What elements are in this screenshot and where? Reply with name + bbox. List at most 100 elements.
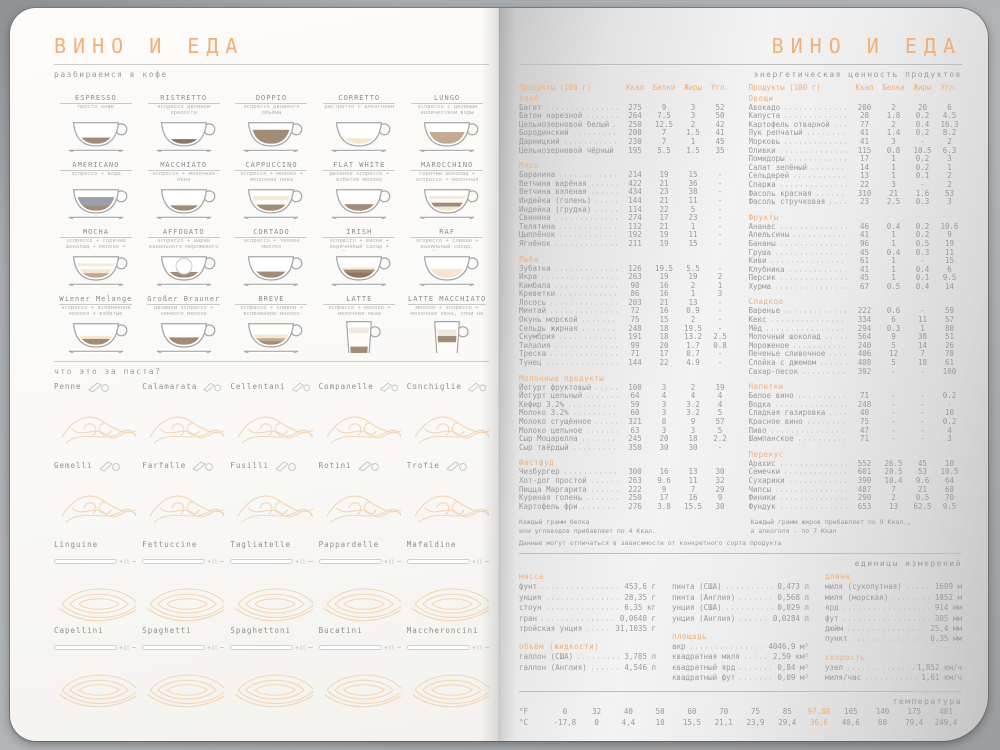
food-name: Ветчина вяленая <box>519 187 587 197</box>
unit-value: 25,4 мм <box>930 623 962 633</box>
coffee-cup-icon <box>419 122 479 152</box>
food-value: 3 <box>661 408 667 418</box>
food-value: 38 <box>917 332 928 342</box>
food-name: Белое вино <box>748 391 794 401</box>
food-value: 422 <box>628 178 642 188</box>
food-value: 41 <box>859 264 870 274</box>
unit-name: пинта (Англия) <box>672 592 736 602</box>
unit-name: квадратный ярд <box>672 662 736 672</box>
food-value: 9.5 <box>942 501 957 511</box>
nutrition-table: Продукты (100 г) Ккал Белки Жиры Угл. Хлеб Баг… <box>519 83 963 511</box>
coffee-name: MACCHIATO <box>147 161 220 171</box>
coffee-cup-icon <box>244 189 303 219</box>
glass-cup-icon <box>346 321 381 353</box>
food-name: Индейка (голень) <box>519 195 592 205</box>
food-value: 3 <box>661 399 667 409</box>
food-value: 19 <box>715 382 725 392</box>
food-value: 7 <box>891 484 896 494</box>
food-name: Груша <box>748 247 772 257</box>
pasta-card: Conchiglie <box>407 380 489 459</box>
food-value: 0.2 <box>915 230 930 240</box>
food-section-title: Фастфуд <box>519 458 555 468</box>
food-value: 2 <box>717 272 723 282</box>
food-value: 3 <box>690 102 696 112</box>
food-value: 41 <box>715 128 725 138</box>
unit-name: галлон (США) <box>519 652 574 662</box>
nutrition-column-left: Продукты (100 г) Ккал Белки Жиры Угл. Хлеб Баг… <box>519 83 733 511</box>
temperature-row: °F 0 32 40 50 60 70 75 85 97.88 105 140 175 481 <box>519 706 962 717</box>
food-row: Белое вино 71 - - 0.2 <box>749 391 963 400</box>
coffee-desc: эспрессо + молоко + молочная пена <box>240 172 303 183</box>
food-section-title: Молочные продукты <box>519 373 605 383</box>
notebook-spread: ВИНО И ЕДА разбираемся в кофе ESPRESSO пр… <box>10 8 988 741</box>
food-value: 1 <box>717 280 723 290</box>
coffee-card: ESPRESSO просто кофе <box>54 85 138 152</box>
food-value: 68 <box>944 484 955 494</box>
pasta-label-row: Rotini <box>319 459 401 472</box>
unit-name: миля (сухопутная) <box>825 582 902 592</box>
leader <box>783 140 847 144</box>
food-row: Креветки 86 16 1 3 <box>519 289 733 298</box>
food-row: Апельсины 41 1 0.2 9 <box>749 230 963 239</box>
food-value: - <box>717 238 723 248</box>
unit-name: квадратная миля <box>672 652 740 662</box>
pasta-sketch <box>414 495 489 523</box>
food-value: 144 <box>628 358 642 368</box>
temperature-value: 70 <box>719 707 729 717</box>
food-value: 21 <box>888 188 899 198</box>
leader <box>580 327 618 331</box>
units-column-3: длина миля (сухопутная) 1609 м миля (морска… <box>825 572 962 683</box>
food-value: 3 <box>947 154 952 164</box>
food-value: 0.2 <box>915 111 930 121</box>
food-value: 564 <box>857 332 872 342</box>
food-name: Морковь <box>748 136 781 146</box>
col-header: Жиры <box>913 83 932 92</box>
food-row: Йогурт фруктовый 100 3 2 19 <box>519 383 733 392</box>
food-name: Сельдерей <box>748 171 790 181</box>
leader <box>828 412 847 416</box>
coffee-cup-icon <box>244 323 303 353</box>
food-row: Мёд 294 0.3 1 80 <box>749 324 963 333</box>
food-value: 20 <box>659 434 669 444</box>
food-row: Киви 61 1 - 15 <box>749 256 963 265</box>
food-value: 45 <box>859 273 870 283</box>
food-value: 21 <box>659 221 669 231</box>
leader <box>778 505 847 509</box>
pasta-shape-icon <box>275 461 296 472</box>
food-row: Клубника 41 1 0.4 6 <box>749 265 963 274</box>
food-value: 11 <box>688 475 698 485</box>
food-value: 75 <box>630 315 640 325</box>
leader <box>819 362 847 366</box>
food-name: Цельнозерновой белый <box>519 119 610 129</box>
leader <box>540 276 618 280</box>
pasta-ruler-icon <box>318 645 401 650</box>
unit-name: ярд <box>825 603 839 613</box>
food-row: Молоко цельное 63 3 3 5 <box>519 426 733 435</box>
food-value: 22 <box>659 204 669 214</box>
coffee-card: LATTE эспрессо + молоко + молочная пена <box>317 286 401 353</box>
food-value: 0.3 <box>886 323 901 333</box>
section-divider <box>54 361 489 362</box>
pasta-name: Penne <box>54 382 82 391</box>
pasta-name: Fettuccine <box>142 540 198 549</box>
food-name: Спаржа <box>748 179 776 189</box>
pasta-card: Cellentani <box>230 380 313 459</box>
leader <box>589 488 618 492</box>
leader <box>774 403 847 407</box>
leader <box>738 617 770 621</box>
food-row: Картофель отварной 77 2 0.4 16.3 <box>749 120 963 129</box>
leader <box>540 617 617 621</box>
food-value: 230 <box>628 136 642 146</box>
food-name: Дарницкий <box>519 136 560 146</box>
food-value: 9.6 <box>915 475 930 485</box>
unit-value: 1,61 км/ч <box>921 673 962 683</box>
unit-group-title: масса <box>519 572 545 582</box>
food-value: 1 <box>891 154 896 164</box>
food-name: Чизбургер <box>519 467 560 477</box>
coffee-cup-icon <box>331 189 391 219</box>
food-row: Сыр Моцарелла 245 20 18 2.2 <box>519 434 733 443</box>
pasta-card: Capellini <box>54 624 137 710</box>
food-value: 4 <box>661 391 667 401</box>
food-row: Ветчина варёная 422 21 36 - <box>519 179 733 188</box>
